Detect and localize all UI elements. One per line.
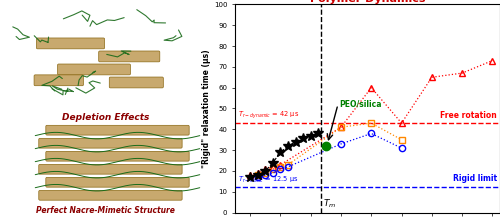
- FancyBboxPatch shape: [39, 164, 182, 174]
- FancyBboxPatch shape: [98, 51, 160, 62]
- Text: Depletion Effects: Depletion Effects: [62, 113, 150, 122]
- Title: Polymer Dynamics: Polymer Dynamics: [310, 0, 425, 3]
- FancyBboxPatch shape: [34, 75, 84, 86]
- FancyBboxPatch shape: [46, 125, 189, 135]
- Text: Perfect Nacre-Mimetic Structure: Perfect Nacre-Mimetic Structure: [36, 206, 175, 215]
- FancyBboxPatch shape: [58, 64, 130, 75]
- FancyBboxPatch shape: [36, 38, 104, 49]
- Text: PEO/silica: PEO/silica: [340, 100, 382, 109]
- Text: Free rotation: Free rotation: [440, 111, 497, 120]
- FancyBboxPatch shape: [46, 178, 189, 187]
- FancyBboxPatch shape: [46, 151, 189, 161]
- Text: $T_{r-dynamic}$ = 42 µs: $T_{r-dynamic}$ = 42 µs: [238, 110, 300, 121]
- FancyBboxPatch shape: [39, 191, 182, 200]
- Text: $T_{r-static}$ = 12.5 µs: $T_{r-static}$ = 12.5 µs: [238, 175, 298, 185]
- FancyBboxPatch shape: [39, 138, 182, 148]
- FancyBboxPatch shape: [110, 77, 164, 88]
- Text: Rigid limit: Rigid limit: [453, 174, 497, 184]
- Y-axis label: "Rigid" relaxation time (µs): "Rigid" relaxation time (µs): [202, 49, 211, 168]
- Text: $T_m$: $T_m$: [323, 197, 336, 210]
